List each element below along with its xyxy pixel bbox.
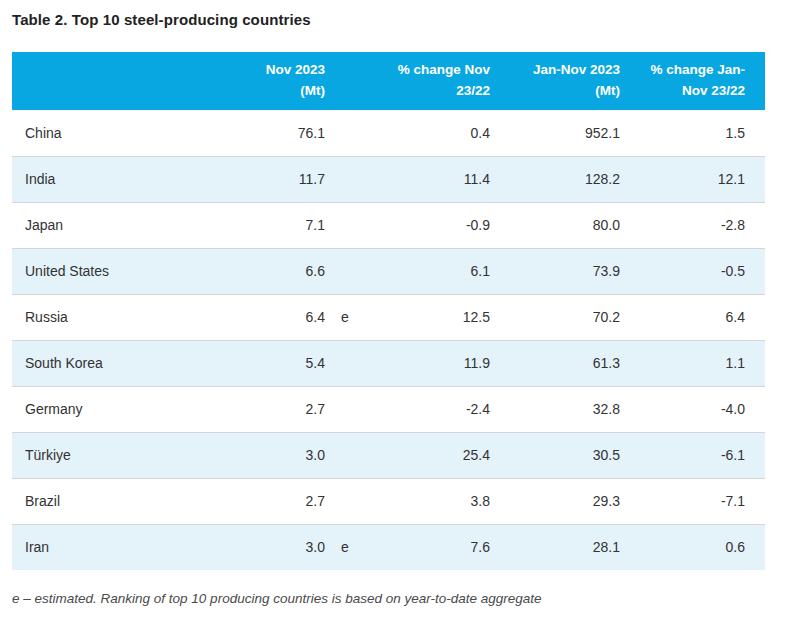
pct-change-jan-nov-cell: 12.1 — [620, 156, 765, 202]
estimated-flag-cell: e — [325, 294, 360, 340]
header-jan-nov-2023-mt: Jan-Nov 2023 (Mt) — [490, 52, 620, 110]
nov-2023-mt-cell: 76.1 — [250, 110, 325, 156]
jan-nov-2023-mt-cell: 73.9 — [490, 248, 620, 294]
table-header-row: Nov 2023 (Mt) % change Nov 23/22 Jan-Nov… — [12, 52, 765, 110]
steel-production-table: Nov 2023 (Mt) % change Nov 23/22 Jan-Nov… — [12, 52, 765, 570]
pct-change-jan-nov-cell: 0.6 — [620, 524, 765, 570]
jan-nov-2023-mt-cell: 80.0 — [490, 202, 620, 248]
pct-change-jan-nov-cell: 1.5 — [620, 110, 765, 156]
header-nov-2023-mt: Nov 2023 (Mt) — [250, 52, 325, 110]
jan-nov-2023-mt-cell: 29.3 — [490, 478, 620, 524]
jan-nov-2023-mt-cell: 70.2 — [490, 294, 620, 340]
table-row: United States 6.6 6.1 73.9 -0.5 — [12, 248, 765, 294]
table-row: Brazil 2.7 3.8 29.3 -7.1 — [12, 478, 765, 524]
pct-change-jan-nov-cell: 1.1 — [620, 340, 765, 386]
table-row: India 11.7 11.4 128.2 12.1 — [12, 156, 765, 202]
country-cell: South Korea — [12, 340, 250, 386]
country-cell: India — [12, 156, 250, 202]
estimated-flag-cell — [325, 340, 360, 386]
jan-nov-2023-mt-cell: 128.2 — [490, 156, 620, 202]
estimated-flag-cell — [325, 156, 360, 202]
nov-2023-mt-cell: 11.7 — [250, 156, 325, 202]
estimated-flag-cell — [325, 432, 360, 478]
nov-2023-mt-cell: 6.4 — [250, 294, 325, 340]
pct-change-nov-cell: 6.1 — [360, 248, 490, 294]
pct-change-nov-cell: 3.8 — [360, 478, 490, 524]
country-cell: Iran — [12, 524, 250, 570]
country-cell: Japan — [12, 202, 250, 248]
table-row: Japan 7.1 -0.9 80.0 -2.8 — [12, 202, 765, 248]
estimated-flag-cell — [325, 248, 360, 294]
nov-2023-mt-cell: 3.0 — [250, 432, 325, 478]
nov-2023-mt-cell: 3.0 — [250, 524, 325, 570]
country-cell: Germany — [12, 386, 250, 432]
table-header: Nov 2023 (Mt) % change Nov 23/22 Jan-Nov… — [12, 52, 765, 110]
pct-change-jan-nov-cell: -7.1 — [620, 478, 765, 524]
nov-2023-mt-cell: 2.7 — [250, 386, 325, 432]
estimated-flag-cell — [325, 478, 360, 524]
estimated-flag-cell — [325, 386, 360, 432]
table-row: Russia 6.4 e 12.5 70.2 6.4 — [12, 294, 765, 340]
country-cell: Brazil — [12, 478, 250, 524]
table-row: South Korea 5.4 11.9 61.3 1.1 — [12, 340, 765, 386]
table-row: China 76.1 0.4 952.1 1.5 — [12, 110, 765, 156]
table-row: Germany 2.7 -2.4 32.8 -4.0 — [12, 386, 765, 432]
jan-nov-2023-mt-cell: 32.8 — [490, 386, 620, 432]
pct-change-nov-cell: 11.9 — [360, 340, 490, 386]
header-pct-change-jan-nov: % change Jan- Nov 23/22 — [620, 52, 765, 110]
header-country — [12, 52, 250, 110]
pct-change-nov-cell: 11.4 — [360, 156, 490, 202]
nov-2023-mt-cell: 5.4 — [250, 340, 325, 386]
pct-change-nov-cell: 25.4 — [360, 432, 490, 478]
table-row: Iran 3.0 e 7.6 28.1 0.6 — [12, 524, 765, 570]
table-row: Türkiye 3.0 25.4 30.5 -6.1 — [12, 432, 765, 478]
table-body: China 76.1 0.4 952.1 1.5 India 11.7 11.4… — [12, 110, 765, 570]
nov-2023-mt-cell: 7.1 — [250, 202, 325, 248]
country-cell: Russia — [12, 294, 250, 340]
pct-change-nov-cell: 0.4 — [360, 110, 490, 156]
pct-change-nov-cell: -0.9 — [360, 202, 490, 248]
pct-change-jan-nov-cell: -0.5 — [620, 248, 765, 294]
page: Table 2. Top 10 steel-producing countrie… — [0, 0, 791, 628]
pct-change-jan-nov-cell: 6.4 — [620, 294, 765, 340]
country-cell: Türkiye — [12, 432, 250, 478]
country-cell: United States — [12, 248, 250, 294]
jan-nov-2023-mt-cell: 61.3 — [490, 340, 620, 386]
pct-change-nov-cell: 7.6 — [360, 524, 490, 570]
country-cell: China — [12, 110, 250, 156]
jan-nov-2023-mt-cell: 952.1 — [490, 110, 620, 156]
estimated-flag-cell — [325, 202, 360, 248]
pct-change-jan-nov-cell: -2.8 — [620, 202, 765, 248]
footnote: e – estimated. Ranking of top 10 produci… — [12, 591, 791, 606]
pct-change-nov-cell: -2.4 — [360, 386, 490, 432]
nov-2023-mt-cell: 6.6 — [250, 248, 325, 294]
pct-change-jan-nov-cell: -6.1 — [620, 432, 765, 478]
pct-change-nov-cell: 12.5 — [360, 294, 490, 340]
jan-nov-2023-mt-cell: 28.1 — [490, 524, 620, 570]
nov-2023-mt-cell: 2.7 — [250, 478, 325, 524]
pct-change-jan-nov-cell: -4.0 — [620, 386, 765, 432]
jan-nov-2023-mt-cell: 30.5 — [490, 432, 620, 478]
page-title: Table 2. Top 10 steel-producing countrie… — [12, 11, 791, 28]
header-pct-change-nov: % change Nov 23/22 — [360, 52, 490, 110]
estimated-flag-cell: e — [325, 524, 360, 570]
estimated-flag-cell — [325, 110, 360, 156]
header-flag-spacer — [325, 52, 360, 110]
